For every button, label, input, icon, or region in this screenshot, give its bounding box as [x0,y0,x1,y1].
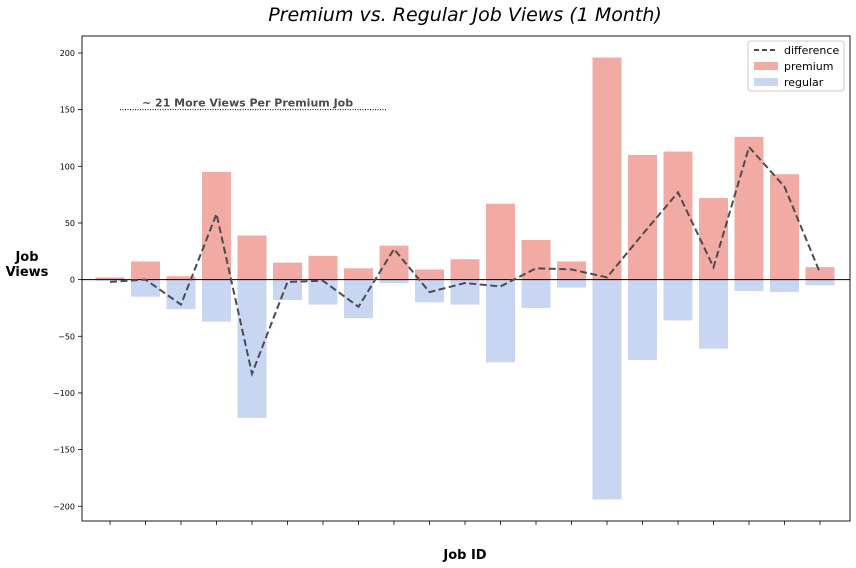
premium-bar [592,57,622,280]
regular-bar [486,279,515,363]
y-axis-label: Job Views [6,250,49,280]
regular-bar [131,279,160,297]
premium-bar [237,235,267,280]
regular-bar [95,279,125,281]
y-tick-label: 100 [60,162,75,171]
premium-bar [95,277,125,280]
regular-bar [521,279,551,308]
regular-bar [770,279,799,293]
premium-bar [273,262,302,280]
premium-bar [166,276,196,280]
premium-bar [344,268,373,280]
premium-bar [415,269,444,280]
premium-bar [628,154,657,280]
regular-bar [202,279,231,322]
y-tick-label: −200 [53,502,75,511]
y-axis-label-line: Job [14,250,38,265]
chart-title: Premium vs. Regular Job Views (1 Month) [268,4,662,26]
premium-bar [805,267,835,280]
regular-bar [592,279,622,500]
premium-bar [663,151,693,280]
y-axis-label-line: Views [6,265,49,280]
regular-bar [699,279,728,349]
regular-bar [628,279,657,361]
premium-bar [131,261,160,280]
y-tick-label: 150 [60,106,75,115]
legend-label-premium: premium [784,60,834,73]
regular-bar [379,279,409,284]
y-tick-label: −150 [53,446,75,455]
regular-bar [237,279,267,418]
regular-bar [273,279,302,301]
annotation-text: ~ 21 More Views Per Premium Job [142,97,353,110]
regular-bar [308,279,338,305]
y-tick-label: −50 [58,332,75,341]
premium-bar [521,239,551,280]
premium-bar [379,245,409,280]
legend-swatch-premium [754,62,778,70]
regular-bar [734,279,764,291]
regular-bar [805,279,835,286]
difference-line [109,145,821,378]
legend: difference premium regular [747,40,845,92]
premium-bar [486,203,515,280]
regular-bar [557,279,586,288]
plot-frame [81,35,851,522]
premium-bar [734,136,764,280]
x-axis-label: Job ID [442,548,486,563]
y-tick-label: 50 [65,219,75,228]
regular-bar [663,279,693,321]
premium-bar [557,261,586,280]
premium-bar [770,174,799,280]
y-tick-label: −100 [53,389,75,398]
y-tick-label: 200 [60,49,75,58]
legend-label-difference: difference [784,44,839,57]
y-tick-label: 0 [70,276,75,285]
premium-bar [450,259,480,280]
legend-swatch-regular [754,78,778,86]
annotation: ~ 21 More Views Per Premium Job [120,97,387,111]
plot-area: −200 −150 −100 −50 0 50 100 150 200 [53,35,851,525]
legend-label-regular: regular [784,76,824,89]
premium-bar [308,255,338,280]
